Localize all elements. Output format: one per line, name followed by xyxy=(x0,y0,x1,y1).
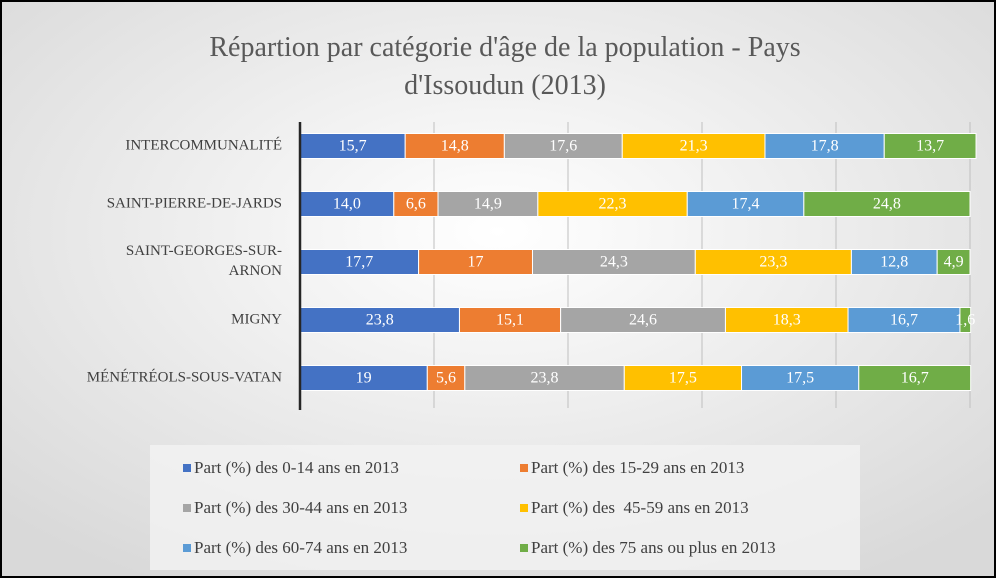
value-label: 24,8 xyxy=(873,196,901,213)
legend-swatch xyxy=(183,504,191,512)
bar-segment xyxy=(299,191,395,217)
bar-segment xyxy=(847,307,961,333)
legend-label: Part (%) des 45-59 ans en 2013 xyxy=(531,498,749,517)
value-label: 18,3 xyxy=(773,312,801,329)
bar-segment xyxy=(426,365,466,391)
bars: 15,7 14,8 17,6 21,3 17,8 13,7 14,0 6,6 14,9 22,3 1… xyxy=(299,133,977,391)
bar-segment xyxy=(686,191,805,217)
value-label: 19 xyxy=(356,370,372,387)
value-label: 14,0 xyxy=(333,196,361,213)
bar-segment xyxy=(299,365,428,391)
value-label: 13,7 xyxy=(916,138,944,155)
value-label: 17,4 xyxy=(732,196,760,213)
legend-label: Part (%) des 60-74 ans en 2013 xyxy=(194,538,407,557)
bar-segment xyxy=(560,307,726,333)
value-label: 17,7 xyxy=(345,254,373,271)
category-label: MIGNY xyxy=(231,311,282,327)
bar-segment xyxy=(850,249,938,275)
value-label: 16,7 xyxy=(890,312,918,329)
bar-segment xyxy=(858,365,972,391)
bar-segment xyxy=(724,307,849,333)
legend-swatch xyxy=(183,464,191,472)
value-label: 17,5 xyxy=(786,370,814,387)
value-label: 17 xyxy=(468,254,484,271)
category-label: SAINT-PIERRE-DE-JARDS xyxy=(107,195,282,211)
legend-swatch xyxy=(183,544,191,552)
bar-segment xyxy=(694,249,852,275)
value-label: 24,6 xyxy=(629,312,657,329)
category-label: SAINT-GEORGES-SUR-ARNON xyxy=(126,243,282,279)
bar-segment xyxy=(464,365,625,391)
legend-label: Part (%) des 0-14 ans en 2013 xyxy=(194,458,399,477)
bar-segment xyxy=(741,365,860,391)
bar-segment xyxy=(936,249,971,275)
value-label: 1,6 xyxy=(955,312,975,329)
category-label: INTERCOMMUNALITÉ xyxy=(125,136,282,153)
value-label: 15,1 xyxy=(496,312,524,329)
value-label: 17,6 xyxy=(549,138,577,155)
value-label: 17,5 xyxy=(669,370,697,387)
bar-segment xyxy=(437,191,539,217)
value-label: 4,9 xyxy=(944,254,964,271)
legend-box xyxy=(150,445,860,570)
value-label: 22,3 xyxy=(599,196,627,213)
value-label: 15,7 xyxy=(339,138,367,155)
chart-title: Répartion par catégorie d'âge de la popu… xyxy=(209,32,800,101)
legend-swatch xyxy=(520,504,528,512)
value-label: 21,3 xyxy=(680,138,708,155)
bar-segment xyxy=(883,133,977,159)
legend-swatch xyxy=(520,544,528,552)
bar-segment xyxy=(803,191,971,217)
category-label: MÉNÉTRÉOLS-SOUS-VATAN xyxy=(87,368,282,385)
legend-label: Part (%) des 75 ans ou plus en 2013 xyxy=(531,538,776,557)
bar-segment xyxy=(299,307,460,333)
value-label: 16,7 xyxy=(901,370,929,387)
value-label: 14,9 xyxy=(474,196,502,213)
bar-segment xyxy=(959,307,972,333)
value-label: 24,3 xyxy=(600,254,628,271)
bar-segment xyxy=(418,249,533,275)
value-label: 23,3 xyxy=(759,254,787,271)
bar-segment xyxy=(531,249,696,275)
value-label: 23,8 xyxy=(366,312,394,329)
legend-label: Part (%) des 15-29 ans en 2013 xyxy=(531,458,744,477)
value-label: 17,8 xyxy=(811,138,839,155)
value-label: 23,8 xyxy=(531,370,559,387)
value-label: 6,6 xyxy=(406,196,426,213)
legend-label: Part (%) des 30-44 ans en 2013 xyxy=(194,498,407,517)
value-label: 14,8 xyxy=(441,138,469,155)
legend-swatch xyxy=(520,464,528,472)
value-label: 12,8 xyxy=(880,254,908,271)
value-label: 5,6 xyxy=(436,370,456,387)
bar-segment xyxy=(458,307,562,333)
